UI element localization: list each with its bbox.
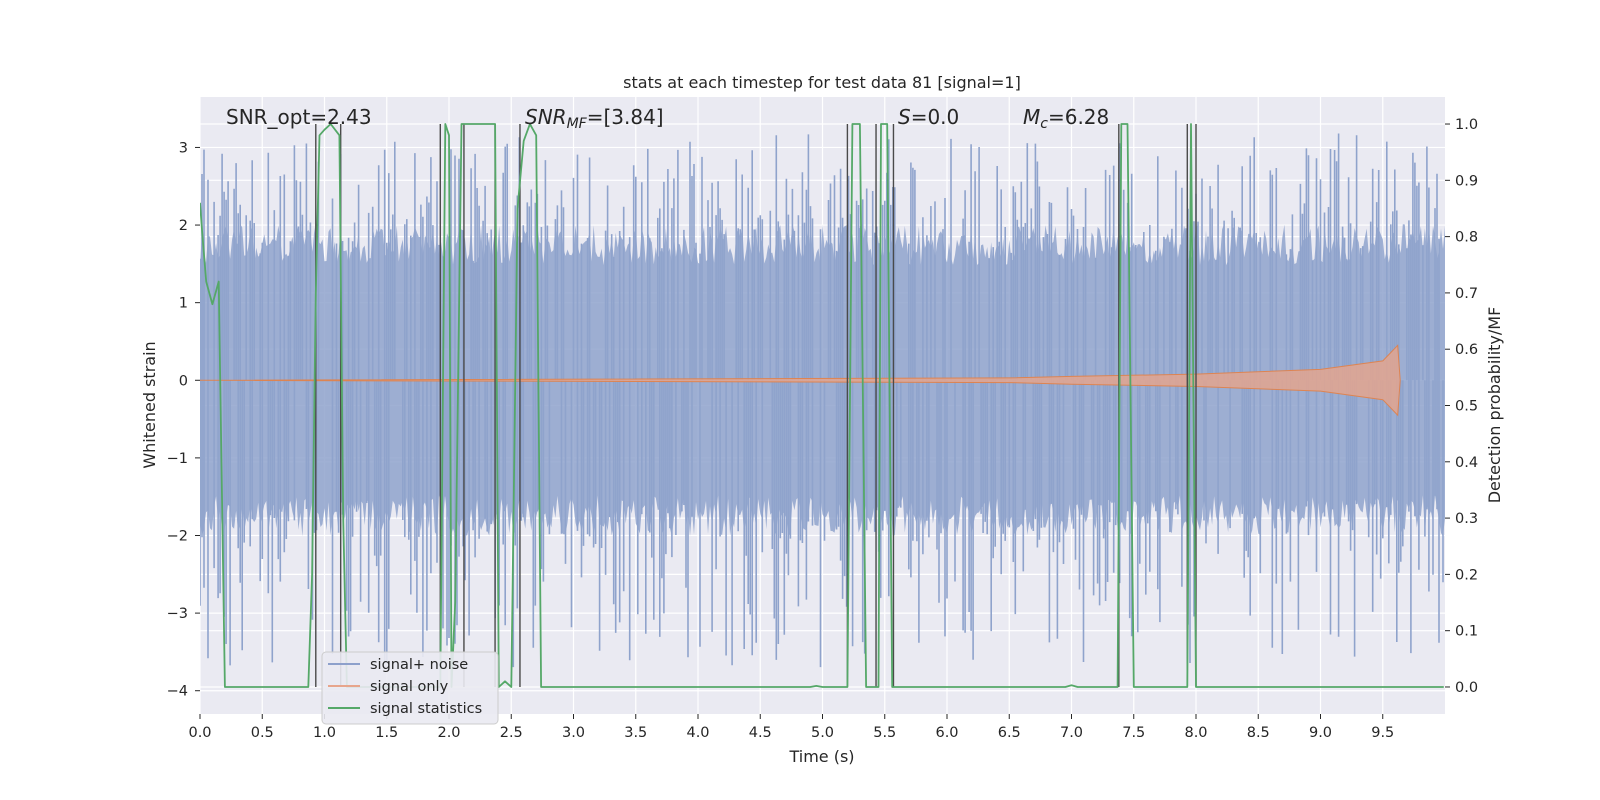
x-axis-ticks: 0.0 0.5 1.0 1.5 2.0 2.5 3.0 3.5 4.0 4.5 5.0 5.5 6.0 6… xyxy=(188,714,1394,741)
y-left-tick-label: 0 xyxy=(179,373,188,389)
x-tick-label: 0.0 xyxy=(188,725,211,741)
y-right-tick-label: 0.3 xyxy=(1455,511,1478,527)
x-tick-label: 8.0 xyxy=(1184,725,1207,741)
x-tick-label: 4.0 xyxy=(686,725,709,741)
y-right-tick-label: 0.9 xyxy=(1455,173,1478,189)
y-left-tick-label: −2 xyxy=(167,528,188,544)
x-tick-label: 7.0 xyxy=(1060,725,1083,741)
x-tick-label: 2.5 xyxy=(500,725,523,741)
annotations: SNR_opt=2.43 SNRMF=[3.84] S=0.0 Mc=6.28 xyxy=(226,105,1109,132)
x-tick-label: 7.5 xyxy=(1122,725,1145,741)
x-tick-label: 1.0 xyxy=(313,725,336,741)
y-right-tick-label: 0.1 xyxy=(1455,624,1478,640)
x-tick-label: 9.5 xyxy=(1371,725,1394,741)
y-left-tick-label: −3 xyxy=(167,606,188,622)
x-tick-label: 5.0 xyxy=(811,725,834,741)
y-right-axis-ticks: 0.0 0.1 0.2 0.3 0.4 0.5 0.6 0.7 0.8 0.9 1.0 xyxy=(1445,117,1478,696)
y-left-tick-label: 2 xyxy=(179,218,188,234)
legend-label-signal-noise: signal+ noise xyxy=(370,657,468,673)
x-tick-label: 3.5 xyxy=(624,725,647,741)
legend-label-signal-statistics: signal statistics xyxy=(370,701,482,717)
x-tick-label: 5.5 xyxy=(873,725,896,741)
annotation-snr-mf: SNRMF=[3.84] xyxy=(525,105,664,132)
legend: signal+ noise signal only signal statist… xyxy=(321,651,499,725)
x-tick-label: 6.5 xyxy=(998,725,1021,741)
x-tick-label: 3.0 xyxy=(562,725,585,741)
x-tick-label: 0.5 xyxy=(251,725,274,741)
y-right-tick-label: 0.7 xyxy=(1455,286,1478,302)
x-tick-label: 1.5 xyxy=(375,725,398,741)
y-right-tick-label: 0.6 xyxy=(1455,342,1478,358)
y-right-tick-label: 0.4 xyxy=(1455,455,1478,471)
series-signal-statistics xyxy=(200,123,1444,688)
x-tick-label: 2.0 xyxy=(437,725,460,741)
y-left-tick-label: 3 xyxy=(179,140,188,156)
legend-box xyxy=(321,651,499,725)
y-left-axis-label: Whitened strain xyxy=(140,341,159,468)
series-signal-noise-spikes xyxy=(200,133,1444,668)
y-right-tick-label: 0.2 xyxy=(1455,567,1478,583)
y-left-tick-label: −4 xyxy=(167,684,188,700)
y-left-tick-label: 1 xyxy=(179,296,188,312)
x-tick-label: 4.5 xyxy=(749,725,772,741)
chart-title: stats at each timestep for test data 81 … xyxy=(623,73,1021,92)
x-axis-label: Time (s) xyxy=(788,747,854,766)
y-right-tick-label: 0.0 xyxy=(1455,680,1478,696)
x-tick-label: 9.0 xyxy=(1309,725,1332,741)
legend-label-signal-only: signal only xyxy=(370,679,449,695)
y-left-tick-label: −1 xyxy=(167,451,188,467)
y-right-tick-label: 1.0 xyxy=(1455,117,1478,133)
y-right-axis-label: Detection probability/MF xyxy=(1485,307,1504,504)
x-tick-label: 8.5 xyxy=(1247,725,1270,741)
annotation-snr-opt: SNR_opt=2.43 xyxy=(226,105,372,129)
series-layer xyxy=(200,123,1445,688)
x-tick-label: 6.0 xyxy=(935,725,958,741)
y-right-tick-label: 0.5 xyxy=(1455,399,1478,415)
y-right-tick-label: 0.8 xyxy=(1455,230,1478,246)
annotation-s: S=0.0 xyxy=(898,105,959,129)
annotation-mc: Mc=6.28 xyxy=(1023,105,1109,132)
series-signal-only xyxy=(200,344,1401,417)
y-left-axis-ticks: −4 −3 −2 −1 0 1 2 3 xyxy=(167,140,200,700)
